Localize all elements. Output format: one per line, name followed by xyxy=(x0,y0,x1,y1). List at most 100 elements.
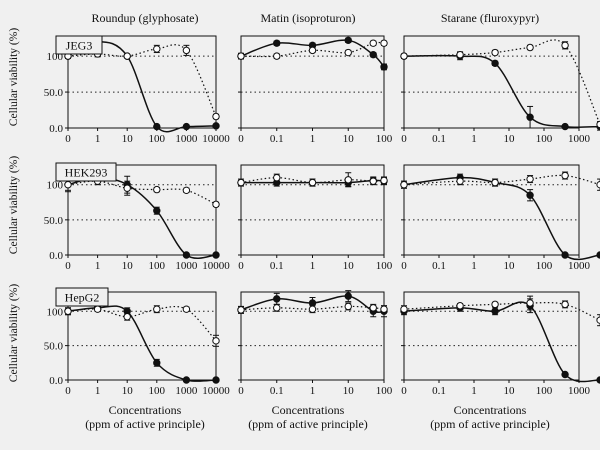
data-point-filled xyxy=(182,376,191,384)
y-tick-label: 0.0 xyxy=(49,250,63,262)
x-tick-label: 100 xyxy=(376,260,393,272)
y-axis-label-jeg3: Cellular viability (%) xyxy=(8,28,20,127)
data-point-filled xyxy=(561,251,569,259)
data-point-open xyxy=(64,180,72,189)
data-point-open xyxy=(308,305,317,313)
data-point-filled xyxy=(308,299,317,307)
data-point-open xyxy=(237,52,245,60)
panel-hepg2-matin: 0 0.1 1 10 100 xyxy=(237,290,393,397)
x-tick-label: 10000 xyxy=(202,133,230,145)
data-point-filled xyxy=(153,207,161,215)
data-point-filled xyxy=(182,251,191,259)
data-point-open xyxy=(93,305,102,313)
x-tick-label: 10 xyxy=(343,260,355,272)
data-point-filled xyxy=(380,63,388,71)
panel-frame xyxy=(403,35,580,129)
data-point-filled xyxy=(526,113,534,121)
data-point-open xyxy=(153,45,161,53)
x-tick-label: 10 xyxy=(122,385,134,397)
x-tick-label: 10 xyxy=(122,260,134,272)
data-point-open xyxy=(380,176,388,185)
x-tick-label: 10 xyxy=(504,133,516,145)
x-tick-label: 1 xyxy=(471,385,477,397)
data-point-filled xyxy=(212,251,220,259)
data-point-open xyxy=(596,316,600,324)
data-point-open xyxy=(344,176,352,184)
row-label-hek293: HEK293 xyxy=(55,162,117,182)
data-point-filled xyxy=(212,122,220,130)
panel-hek293-matin: 0 0.1 1 10 100 xyxy=(237,164,393,272)
x-tick-label: 10 xyxy=(343,385,355,397)
y-tick-label: 100 xyxy=(47,306,64,318)
panel-jeg3-matin: 0 0.1 1 10 100 xyxy=(237,35,393,145)
data-point-open xyxy=(456,302,464,310)
data-point-open xyxy=(273,304,281,312)
data-point-open xyxy=(308,46,317,55)
data-point-open xyxy=(596,120,600,129)
x-tick-label: 1 xyxy=(95,133,101,145)
x-tick-label: 1000 xyxy=(568,385,591,397)
column-title-starane: Starane (fluroxypyr) xyxy=(441,11,539,25)
x-tick-label: 0.1 xyxy=(432,133,446,145)
x-axis-label-matin: Concentrations xyxy=(272,403,345,417)
data-point-open xyxy=(153,185,161,194)
data-point-filled xyxy=(344,292,352,300)
data-point-open xyxy=(153,305,161,313)
series-line-open xyxy=(67,44,217,117)
x-tick-label: 0 xyxy=(65,385,71,397)
x-axis-sublabel-starane: (ppm of active principle) xyxy=(430,417,550,431)
data-point-open xyxy=(400,52,408,60)
x-axis-sublabel-roundup: (ppm of active principle) xyxy=(85,417,205,431)
data-point-open xyxy=(400,180,408,189)
data-point-open xyxy=(123,184,131,192)
y-tick-label: 100 xyxy=(47,180,64,192)
x-tick-label: 0 xyxy=(65,133,71,145)
data-point-open xyxy=(561,41,569,50)
x-axis-sublabel-matin: (ppm of active principle) xyxy=(248,417,368,431)
x-tick-label: 0.1 xyxy=(432,385,446,397)
x-tick-label: 0 xyxy=(238,385,244,397)
x-tick-label: 100 xyxy=(149,385,166,397)
x-axis-label-starane: Concentrations xyxy=(454,403,527,417)
x-tick-label: 10000 xyxy=(202,260,230,272)
data-point-open xyxy=(237,306,245,314)
data-point-open xyxy=(344,302,352,311)
y-tick-label: 50.0 xyxy=(44,215,64,227)
panel-hek293-starane: 0 0.1 1 10 100 1000 xyxy=(400,164,600,272)
data-point-open xyxy=(491,178,499,187)
x-tick-label: 10 xyxy=(343,133,355,145)
data-point-open xyxy=(561,171,569,180)
x-tick-label: 1000 xyxy=(175,260,198,272)
y-axis-label-hepg2: Cellular viability (%) xyxy=(8,284,20,383)
x-tick-label: 10 xyxy=(122,133,134,145)
data-point-filled xyxy=(273,39,281,47)
x-tick-label: 0 xyxy=(65,260,71,272)
data-point-open xyxy=(456,50,464,59)
data-point-open xyxy=(561,300,569,309)
x-tick-label: 1 xyxy=(310,133,316,145)
data-point-filled xyxy=(526,191,534,199)
data-point-filled xyxy=(273,295,281,303)
x-tick-label: 10 xyxy=(504,385,516,397)
data-point-open xyxy=(380,305,388,313)
data-point-open xyxy=(308,178,317,187)
x-tick-label: 1 xyxy=(95,260,101,272)
x-tick-label: 10 xyxy=(504,260,516,272)
data-point-open xyxy=(526,175,534,183)
data-point-filled xyxy=(491,59,499,68)
x-tick-label: 0 xyxy=(401,385,407,397)
row-label-jeg3-text: JEG3 xyxy=(66,39,93,53)
data-point-open xyxy=(123,52,131,60)
x-tick-label: 100 xyxy=(149,133,166,145)
data-point-open xyxy=(400,305,408,313)
x-tick-label: 1000 xyxy=(175,133,198,145)
y-axis-label-hek293: Cellular viability (%) xyxy=(8,156,20,255)
series-line-open xyxy=(403,39,600,125)
data-point-open xyxy=(369,177,377,185)
row-label-jeg3: JEG3 xyxy=(55,35,103,55)
x-tick-label: 0.1 xyxy=(270,133,284,145)
x-tick-label: 1 xyxy=(95,385,101,397)
data-point-open xyxy=(491,300,499,309)
